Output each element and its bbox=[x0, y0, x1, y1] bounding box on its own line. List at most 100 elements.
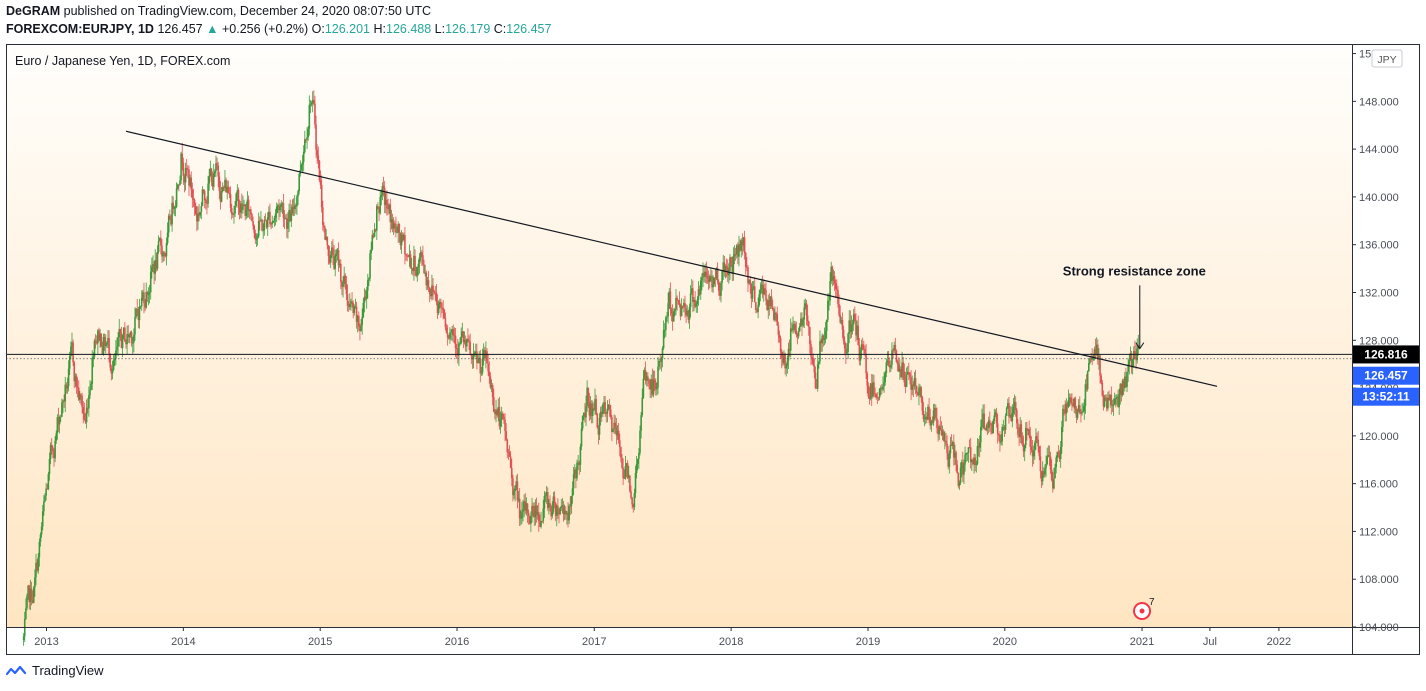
candle-body bbox=[534, 505, 537, 518]
candle-body bbox=[386, 200, 388, 209]
candle-body bbox=[576, 462, 578, 479]
candle-body bbox=[870, 383, 873, 397]
candle-body bbox=[1025, 427, 1027, 446]
candle-body bbox=[1041, 471, 1044, 482]
candle-body bbox=[126, 333, 128, 345]
candle-body bbox=[1052, 480, 1054, 489]
candle-body bbox=[94, 340, 97, 343]
last-price-tag-bg bbox=[1353, 366, 1419, 385]
candle-body bbox=[549, 503, 551, 507]
candle-body bbox=[361, 316, 363, 326]
candle-body bbox=[609, 409, 612, 418]
candle-body bbox=[1084, 384, 1087, 406]
candle-body bbox=[640, 415, 642, 431]
resistance-trendline[interactable] bbox=[125, 130, 1218, 387]
candle-body bbox=[866, 373, 869, 386]
x-tick-label: 2015 bbox=[308, 636, 332, 648]
candle-body bbox=[550, 506, 552, 517]
candle-body bbox=[1030, 447, 1033, 451]
candle-body bbox=[599, 411, 602, 418]
candle-body bbox=[404, 234, 406, 255]
candle-body bbox=[845, 348, 847, 354]
candle-body bbox=[633, 493, 636, 508]
candle-body bbox=[1108, 397, 1110, 401]
candle-body bbox=[923, 418, 926, 420]
candle-body bbox=[868, 396, 871, 399]
candle-body bbox=[670, 309, 673, 314]
candle-body bbox=[657, 366, 659, 388]
candle-body bbox=[696, 299, 699, 304]
candle-body bbox=[31, 600, 34, 603]
symbol-label[interactable]: FOREXCOM:EURJPY, 1D bbox=[6, 22, 154, 36]
candle-body bbox=[924, 416, 927, 419]
candle-body bbox=[587, 387, 590, 402]
candle-body bbox=[636, 458, 639, 464]
candle-body bbox=[994, 412, 997, 416]
candle-body bbox=[453, 335, 456, 336]
candle-body bbox=[653, 379, 656, 383]
candle-body bbox=[322, 207, 324, 226]
candle-body bbox=[927, 406, 929, 420]
candle-body bbox=[174, 206, 177, 208]
author-name[interactable]: DeGRAM bbox=[6, 4, 61, 18]
candle-body bbox=[82, 407, 85, 414]
annotation-text[interactable]: Strong resistance zone bbox=[1063, 263, 1206, 278]
candle-body bbox=[778, 334, 781, 339]
candle-body bbox=[319, 180, 322, 185]
candle-body bbox=[1072, 403, 1074, 407]
candle-body bbox=[98, 330, 100, 341]
candle-body bbox=[902, 362, 905, 372]
annotation-arrow-head bbox=[1135, 342, 1145, 350]
candle-body bbox=[310, 103, 313, 105]
candle-body bbox=[1135, 354, 1137, 361]
y-tick-label: 120.000 bbox=[1359, 431, 1399, 443]
candle-body bbox=[507, 452, 510, 453]
ohlc-legend: FOREXCOM:EURJPY, 1D 126.457 ▲ +0.256 (+0… bbox=[6, 22, 551, 36]
tradingview-logo-icon[interactable] bbox=[6, 664, 28, 678]
candle-body bbox=[365, 290, 368, 300]
price-chart[interactable]: Strong resistance zone 7 104.000 108.000 11… bbox=[6, 44, 1420, 655]
candle-body bbox=[1056, 451, 1059, 458]
candle-body bbox=[270, 223, 272, 225]
chart-frame[interactable]: Strong resistance zone 7 104.000 108.000 11… bbox=[6, 44, 1420, 655]
candle-body bbox=[1031, 450, 1034, 457]
candle-body bbox=[703, 272, 705, 277]
candle-body bbox=[558, 511, 560, 515]
candle-body bbox=[1014, 401, 1017, 410]
candle-body bbox=[80, 394, 82, 396]
candle-body bbox=[131, 342, 134, 344]
candle-body bbox=[300, 164, 303, 170]
candle-body bbox=[827, 300, 829, 320]
candle-body bbox=[143, 292, 145, 304]
candle-body bbox=[309, 104, 312, 106]
candle-body bbox=[234, 205, 236, 214]
candle-body bbox=[454, 335, 457, 349]
candle-body bbox=[679, 304, 682, 317]
candle-body bbox=[572, 474, 575, 489]
candle-body bbox=[616, 430, 619, 436]
candle-body bbox=[379, 197, 381, 214]
y-tick-label: 108.000 bbox=[1359, 574, 1399, 586]
candle-body bbox=[440, 302, 442, 308]
candle-body bbox=[1091, 358, 1093, 360]
candle-body bbox=[514, 485, 516, 492]
candle-body bbox=[901, 362, 903, 378]
candle-body bbox=[626, 463, 629, 478]
candle-body bbox=[259, 220, 261, 222]
candle-body bbox=[253, 225, 256, 233]
currency-button[interactable]: JPY bbox=[1371, 49, 1403, 68]
candle-body bbox=[995, 412, 998, 424]
tradingview-brand[interactable]: TradingView bbox=[32, 663, 104, 678]
candle-body bbox=[533, 511, 536, 518]
candle-body bbox=[77, 387, 80, 400]
candle-body bbox=[983, 413, 985, 429]
candle-body bbox=[855, 320, 857, 336]
candle-body bbox=[1028, 429, 1030, 436]
candle-body bbox=[476, 351, 478, 363]
candle-body bbox=[343, 275, 345, 283]
y-tick-label: 132.000 bbox=[1359, 287, 1399, 299]
candle-body bbox=[818, 361, 820, 365]
candle-body bbox=[831, 266, 834, 281]
candle-body bbox=[146, 291, 149, 295]
candle-body bbox=[431, 285, 433, 297]
